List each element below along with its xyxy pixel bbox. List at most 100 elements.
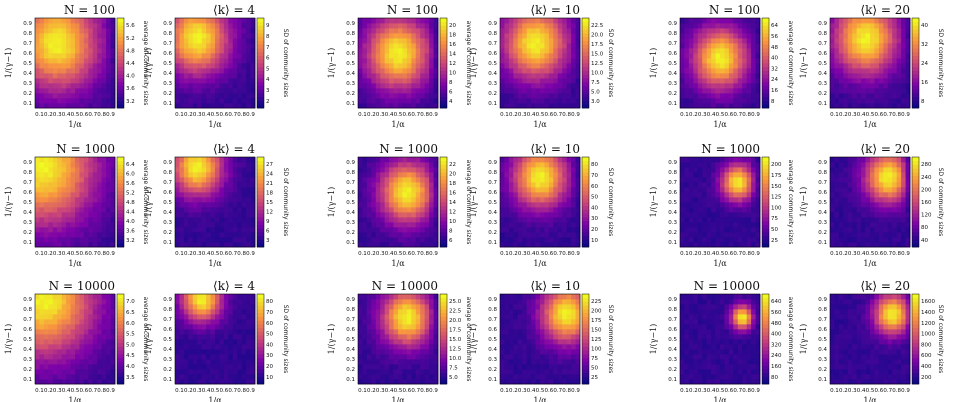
heatmap-cell: [215, 237, 220, 243]
heatmap-cell: [66, 43, 71, 49]
heatmap-cell: [874, 58, 880, 64]
heatmap-cell: [39, 309, 45, 315]
heatmap-cell: [35, 319, 40, 325]
heatmap-cell: [101, 18, 107, 24]
heatmap-cell: [88, 329, 94, 335]
heatmap-cell: [206, 172, 211, 178]
heatmap-cell: [684, 38, 690, 44]
heatmap-cell: [715, 18, 721, 24]
colorbar-segment: [117, 342, 124, 347]
heatmap-cell: [575, 38, 581, 44]
heatmap-cell: [219, 167, 225, 173]
heatmap-cell: [366, 222, 372, 228]
heatmap-cell: [232, 237, 238, 243]
colorbar-tick-label: 15.0: [591, 52, 604, 58]
heatmap-cell: [834, 53, 840, 59]
colorbar-segment: [762, 25, 769, 30]
heatmap-cell: [737, 197, 743, 203]
heatmap-cell: [175, 304, 180, 310]
heatmap-cell: [702, 172, 708, 178]
heatmap-cell: [720, 93, 725, 99]
heatmap-cell: [398, 63, 403, 69]
heatmap-cell: [746, 197, 752, 203]
heatmap-cell: [366, 28, 372, 34]
heatmap-cell: [362, 222, 368, 228]
heatmap-cell: [219, 68, 225, 74]
heatmap-cell: [892, 38, 898, 44]
colorbar-segment: [762, 100, 769, 105]
colorbar-segment: [582, 93, 589, 98]
heatmap-cell: [183, 68, 189, 74]
y-tick-label: 0.9: [163, 160, 172, 166]
heatmap-cell: [389, 237, 394, 243]
heatmap-cell: [66, 324, 71, 330]
heatmap-cell: [535, 167, 541, 173]
heatmap-cell: [101, 222, 107, 228]
heatmap-cell: [52, 374, 58, 380]
heatmap-cell: [371, 187, 377, 193]
heatmap-cell: [66, 329, 71, 335]
heatmap-cell: [830, 53, 835, 59]
heatmap-cell: [742, 48, 748, 54]
heatmap-cell: [517, 48, 523, 54]
heatmap-cell: [566, 68, 572, 74]
heatmap-cell: [508, 43, 514, 49]
heatmap-cell: [371, 192, 377, 198]
heatmap-cell: [728, 83, 734, 89]
heatmap-cell: [540, 18, 545, 24]
heatmap-cell: [66, 18, 71, 24]
heatmap-cell: [411, 38, 417, 44]
heatmap-cell: [531, 192, 536, 198]
heatmap-cell: [88, 212, 94, 218]
heatmap-cell: [61, 354, 67, 360]
heatmap-cell: [110, 98, 116, 104]
heatmap-cell: [508, 207, 514, 213]
heatmap-cell: [865, 222, 871, 228]
heatmap-cell: [197, 53, 203, 59]
heatmap-cell: [175, 38, 180, 44]
y-tick-label: 0.4: [23, 71, 32, 77]
heatmap-cell: [504, 182, 510, 188]
colorbar-segment: [762, 63, 769, 68]
heatmap-cell: [508, 38, 514, 44]
colorbar-tick-label: 240: [921, 175, 932, 181]
heatmap-cell: [406, 98, 412, 104]
heatmap-cell: [540, 157, 545, 163]
heatmap-cell: [680, 157, 685, 163]
heatmap-cell: [97, 339, 103, 345]
heatmap-cell: [188, 207, 194, 213]
heatmap-cell: [728, 48, 734, 54]
heatmap-cell: [562, 197, 568, 203]
heatmap-cell: [424, 162, 430, 168]
heatmap-cell: [66, 182, 71, 188]
heatmap-cell: [175, 93, 180, 99]
heatmap-cell: [411, 212, 417, 218]
heatmap-cell: [544, 58, 550, 64]
heatmap-cell: [424, 78, 430, 84]
heatmap-cell: [688, 197, 694, 203]
heatmap-cell: [852, 43, 858, 49]
heatmap-cell: [834, 232, 840, 238]
heatmap-cell: [887, 88, 893, 94]
heatmap-cell: [847, 43, 853, 49]
heatmap-cell: [402, 197, 408, 203]
heatmap-cell: [57, 237, 63, 243]
heatmap-cell: [389, 103, 394, 109]
heatmap-cell: [411, 58, 417, 64]
heatmap-cell: [680, 172, 685, 178]
heatmap-cell: [830, 177, 835, 183]
heatmap-cell: [215, 48, 220, 54]
heatmap-cell: [755, 172, 761, 178]
heatmap-cell: [70, 339, 76, 345]
heatmap-cell: [43, 334, 49, 340]
heatmap-cell: [878, 38, 884, 44]
heatmap-cell: [702, 18, 708, 24]
heatmap-cell: [553, 33, 559, 39]
heatmap-cell: [61, 319, 67, 325]
x-tick-label: 0.2: [689, 251, 698, 257]
heatmap-cell: [188, 68, 194, 74]
heatmap-cell: [79, 212, 85, 218]
heatmap-cell: [852, 242, 858, 248]
heatmap-cell: [411, 202, 417, 208]
heatmap-cell: [728, 43, 734, 49]
